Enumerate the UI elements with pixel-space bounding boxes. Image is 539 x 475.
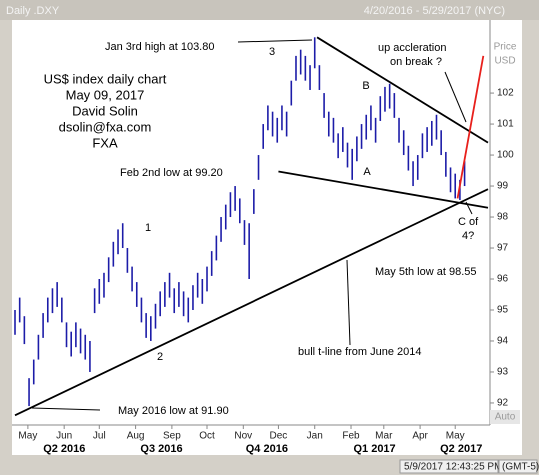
quarter-label: Q3 2016 [140, 443, 182, 455]
x-tick-label: Mar [375, 431, 393, 442]
quarter-label: Q2 2016 [43, 443, 85, 455]
quarter-label: Q2 2017 [440, 443, 482, 455]
y-tick-label: 100 [497, 150, 514, 161]
leader-line [31, 407, 101, 411]
title-bar [0, 0, 539, 20]
price-axis [490, 20, 522, 425]
annotation: Jan 3rd high at 103.80 [105, 41, 214, 53]
y-tick-label: 101 [497, 119, 514, 130]
y-tick-label: 93 [497, 367, 509, 378]
auto-label[interactable]: Auto [495, 412, 516, 423]
x-tick-label: Jun [56, 431, 72, 442]
x-tick-label: Jan [307, 431, 323, 442]
annotation: 1 [145, 222, 151, 234]
x-tick-label: Feb [342, 431, 360, 442]
y-tick-label: 102 [497, 88, 514, 99]
annotation: May 2016 low at 91.90 [118, 405, 229, 417]
y-tick-label: 99 [497, 181, 509, 192]
date-range: 4/20/2016 - 5/29/2017 (NYC) [364, 5, 505, 17]
annotation: Feb 2nd low at 99.20 [120, 167, 223, 179]
x-tick-label: Sep [163, 431, 181, 442]
x-tick-label: May [446, 431, 465, 442]
chart-title: Daily .DXY [6, 5, 60, 17]
annotation: B [362, 80, 369, 92]
y-tick-label: 95 [497, 305, 509, 316]
y-tick-label: 97 [497, 243, 509, 254]
leader-line [444, 71, 467, 123]
x-tick-label: Nov [234, 431, 252, 442]
plot-area [12, 20, 490, 425]
annotation: bull t-line from June 2014 [298, 346, 422, 358]
x-tick-label: Oct [199, 431, 215, 442]
annotation: C of [458, 216, 479, 228]
y-tick-label: 98 [497, 212, 509, 223]
price-label: Price [494, 42, 517, 53]
x-tick-label: Aug [127, 431, 145, 442]
annotation: up accleration [378, 42, 447, 54]
leader-line [346, 259, 351, 346]
trendline [14, 188, 489, 417]
y-tick-label: 94 [497, 336, 509, 347]
annotation: FXA [92, 135, 118, 150]
annotation: 4? [462, 230, 474, 242]
trendline [278, 170, 489, 209]
timezone: (GMT-5) [502, 462, 539, 473]
y-tick-label: 96 [497, 274, 509, 285]
x-tick-label: Dec [270, 431, 288, 442]
y-tick-label: 92 [497, 398, 509, 409]
annotation: 2 [157, 351, 163, 363]
annotation: on break ? [390, 56, 442, 68]
annotation: David Solin [72, 103, 138, 118]
leader-line [237, 39, 313, 43]
scroll-edge [522, 20, 539, 455]
trendline [316, 36, 489, 144]
timestamp: 5/9/2017 12:43:25 PM [404, 462, 502, 473]
annotation: 3 [269, 46, 275, 58]
x-tick-label: Apr [412, 431, 428, 442]
x-tick-label: May [18, 431, 37, 442]
price-label: USD [494, 56, 515, 67]
annotation: May 5th low at 98.55 [375, 266, 477, 278]
x-tick-label: Jul [93, 431, 106, 442]
annotation: A [363, 166, 371, 178]
quarter-label: Q4 2016 [246, 443, 288, 455]
auto-button[interactable] [490, 410, 520, 424]
annotation: dsolin@fxa.com [59, 119, 152, 134]
timezone-box [498, 459, 538, 474]
annotation: US$ index daily chart [44, 71, 167, 86]
trendline [456, 55, 485, 199]
annotation: May 09, 2017 [66, 87, 145, 102]
quarter-label: Q1 2017 [353, 443, 395, 455]
time-axis [12, 425, 522, 455]
leaders [31, 39, 473, 411]
timestamp-box [399, 459, 499, 474]
